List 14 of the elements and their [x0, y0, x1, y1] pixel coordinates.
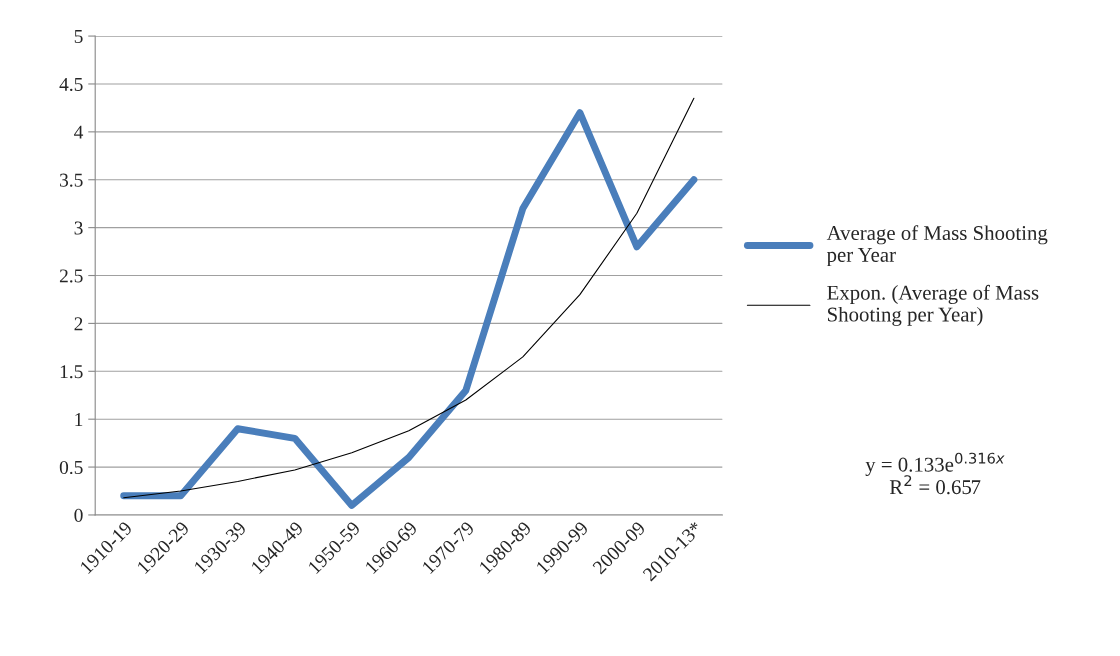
y-tick-label: 0: [74, 508, 83, 522]
text: y = 0.133e$^{0.316x}$ R$^{2}$ = 0.657: [865, 452, 1005, 495]
y-tick-label: 2: [74, 317, 83, 331]
y-tick-label: 1.5: [60, 365, 83, 379]
y-tick-label: 2.5: [59, 269, 83, 283]
legend-label: Average of Mass Shooting per Year: [826, 225, 1048, 267]
legend-label: Expon. (Average of Mass Shooting per Year): [827, 284, 1039, 326]
y-tick-label: 4: [74, 125, 84, 139]
y-tick-label: 3: [74, 221, 83, 235]
y-tick-label: 4.5: [59, 77, 83, 91]
y-tick-label: 1: [75, 413, 83, 426]
y-tick-label: 0.5: [59, 460, 83, 475]
y-tick-label: 5: [74, 30, 83, 44]
y-tick-label: 3.5: [60, 173, 83, 187]
